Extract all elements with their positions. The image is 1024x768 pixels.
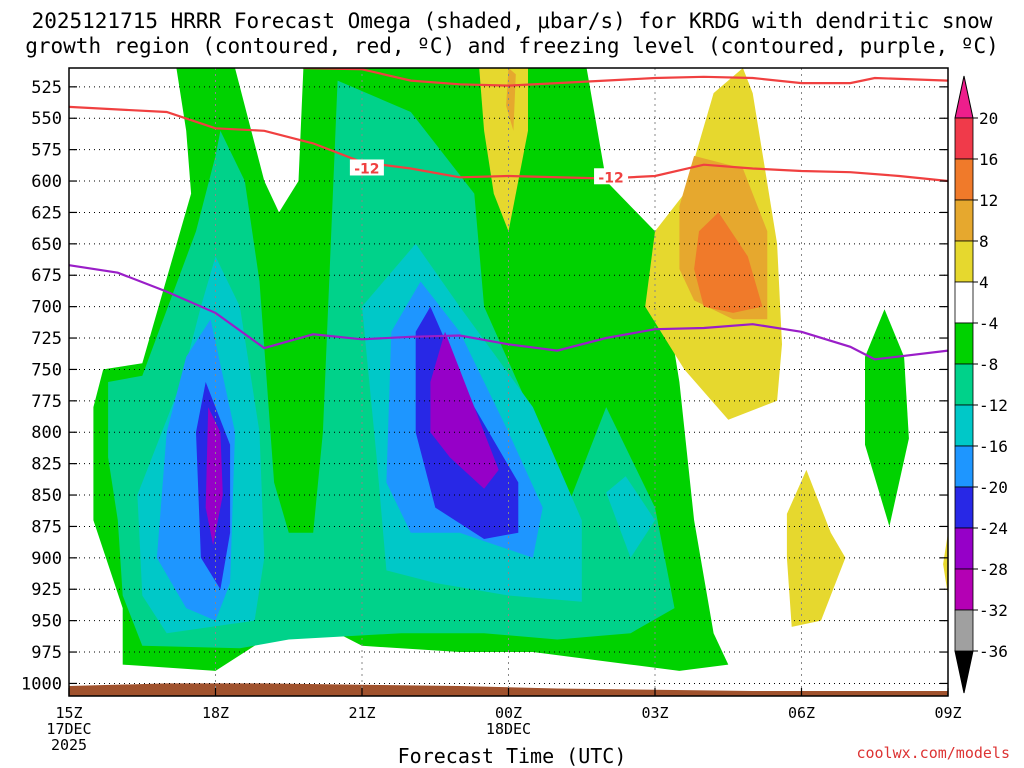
- contour-label-bg-1: [594, 168, 629, 185]
- omega-region-15: [943, 532, 948, 596]
- y-tick-label-650: 650: [31, 235, 62, 255]
- omega-region-10: [205, 407, 223, 546]
- y-tick-label-575: 575: [31, 141, 62, 161]
- contour-label-0: -12: [354, 161, 379, 177]
- x-tick-label-12-0: 03Z: [641, 704, 668, 722]
- colorbar-swatch-5: [954, 322, 974, 365]
- colorbar-swatch-7: [954, 404, 974, 447]
- colorbar-swatch-0: [954, 117, 974, 160]
- y-tick-label-850: 850: [31, 486, 62, 506]
- x-tick-label-6-0: 21Z: [348, 704, 375, 722]
- colorbar-label-8: -16: [979, 437, 1008, 456]
- y-tick-label-900: 900: [31, 549, 62, 569]
- colorbar-top-arrow: [954, 75, 974, 119]
- x-tick-label-0-0: 15Z: [55, 704, 82, 722]
- dendritic-contour-0: [69, 105, 948, 183]
- contour-label-1: -12: [598, 170, 623, 186]
- chart-title-line1: 2025121715 HRRR Forecast Omega (shaded, …: [31, 9, 993, 33]
- x-tick-label-9-1: 18DEC: [486, 720, 531, 738]
- colorbar-swatch-12: [954, 609, 974, 652]
- colorbar-label-2: 12: [979, 191, 998, 210]
- x-tick-label-15-0: 06Z: [788, 704, 815, 722]
- omega-region-1: [865, 309, 909, 527]
- colorbar-label-3: 8: [979, 232, 989, 251]
- colorbar-label-10: -24: [979, 519, 1008, 538]
- omega-region-12: [479, 68, 528, 232]
- y-tick-label-800: 800: [31, 423, 62, 443]
- x-tick-label-3-0: 18Z: [202, 704, 229, 722]
- colorbar-swatch-1: [954, 158, 974, 201]
- colorbar-swatch-4: [954, 281, 974, 324]
- watermark: coolwx.com/models: [856, 744, 1010, 762]
- colorbar-label-5: -4: [979, 314, 998, 333]
- omega-region-11: [430, 331, 499, 489]
- colorbar-label-13: -36: [979, 642, 1008, 661]
- y-tick-label-1000: 1000: [21, 674, 62, 694]
- chart-title-line2: growth region (contoured, red, ºC) and f…: [25, 34, 999, 58]
- colorbar-label-6: -8: [979, 355, 998, 374]
- colorbar-swatch-9: [954, 486, 974, 529]
- x-tick-label-0-1: 17DEC: [46, 720, 91, 738]
- y-tick-label-725: 725: [31, 329, 62, 349]
- y-tick-label-875: 875: [31, 517, 62, 537]
- colorbar-label-1: 16: [979, 150, 998, 169]
- colorbar-bottom-arrow: [954, 650, 974, 694]
- colorbar-swatch-3: [954, 240, 974, 283]
- x-tick-label-18-0: 09Z: [934, 704, 961, 722]
- y-tick-label-775: 775: [31, 392, 62, 412]
- y-tick-label-950: 950: [31, 612, 62, 632]
- colorbar-swatch-2: [954, 199, 974, 242]
- colorbar-label-7: -12: [979, 396, 1008, 415]
- y-tick-label-750: 750: [31, 360, 62, 380]
- colorbar-label-0: 20: [979, 109, 998, 128]
- omega-region-18: [694, 212, 763, 313]
- x-tick-label-0-2: 2025: [51, 736, 87, 754]
- colorbar-label-9: -20: [979, 478, 1008, 497]
- x-tick-label-9-0: 00Z: [495, 704, 522, 722]
- y-tick-label-600: 600: [31, 172, 62, 192]
- colorbar-label-4: 4: [979, 273, 989, 292]
- y-tick-label-975: 975: [31, 643, 62, 663]
- colorbar-label-12: -32: [979, 601, 1008, 620]
- y-tick-label-625: 625: [31, 203, 62, 223]
- contour-label-bg-0: [349, 159, 384, 176]
- y-tick-label-525: 525: [31, 78, 62, 98]
- y-tick-label-825: 825: [31, 455, 62, 475]
- x-axis-label: Forecast Time (UTC): [397, 744, 627, 768]
- colorbar-swatch-8: [954, 445, 974, 488]
- y-tick-label-675: 675: [31, 266, 62, 286]
- y-tick-label-550: 550: [31, 109, 62, 129]
- omega-region-16: [506, 68, 516, 131]
- colorbar-swatch-10: [954, 527, 974, 570]
- colorbar-swatch-6: [954, 363, 974, 406]
- colorbar-label-11: -28: [979, 560, 1008, 579]
- y-tick-label-925: 925: [31, 580, 62, 600]
- dendritic-contour-1: [303, 68, 948, 87]
- y-tick-label-700: 700: [31, 298, 62, 318]
- freezing-level-line: [68, 264, 949, 361]
- colorbar-swatch-11: [954, 568, 974, 611]
- omega-region-14: [786, 469, 846, 627]
- omega-region-5: [606, 476, 655, 558]
